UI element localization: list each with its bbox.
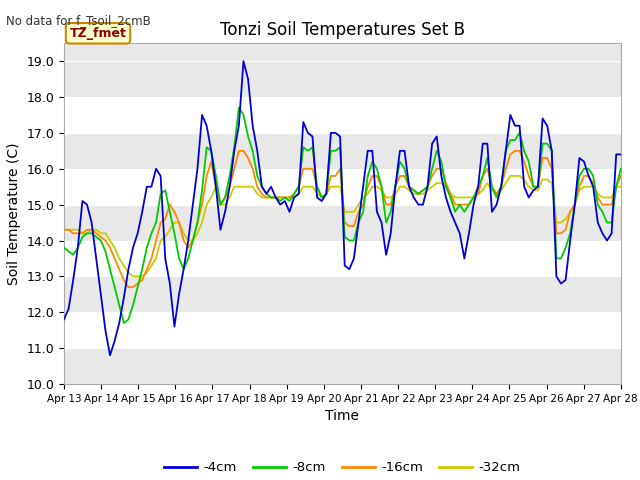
Bar (64, 61, 621, 97)
Bar (64, 276, 621, 312)
Bar (64, 348, 621, 384)
Bar (64, 204, 621, 240)
Y-axis label: Soil Temperature (C): Soil Temperature (C) (7, 143, 21, 285)
Bar (64, 312, 621, 348)
Bar (64, 240, 621, 276)
Text: No data for f_Tsoil_2cmB: No data for f_Tsoil_2cmB (6, 14, 151, 27)
Bar (64, 133, 621, 169)
X-axis label: Time: Time (325, 409, 360, 423)
Legend: -4cm, -8cm, -16cm, -32cm: -4cm, -8cm, -16cm, -32cm (159, 456, 526, 480)
Bar (64, 97, 621, 133)
Text: TZ_fmet: TZ_fmet (70, 27, 127, 40)
Bar (64, 169, 621, 204)
Title: Tonzi Soil Temperatures Set B: Tonzi Soil Temperatures Set B (220, 21, 465, 39)
